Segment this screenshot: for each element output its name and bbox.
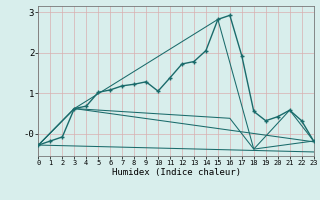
X-axis label: Humidex (Indice chaleur): Humidex (Indice chaleur): [111, 168, 241, 177]
